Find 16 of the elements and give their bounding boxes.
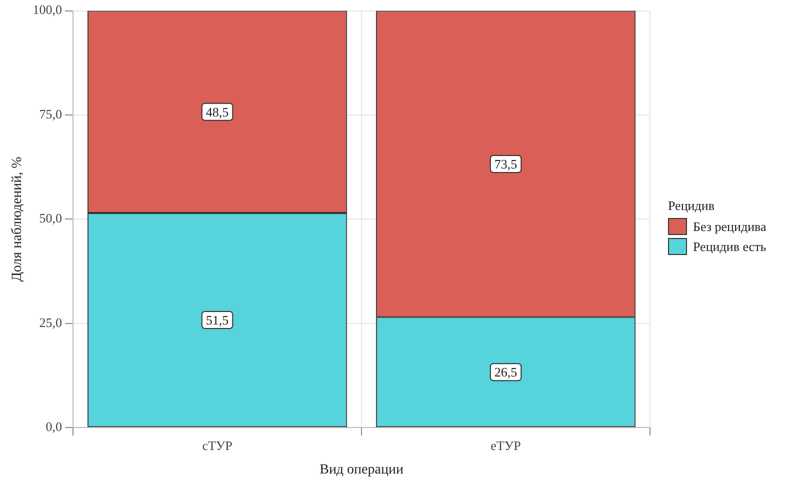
data-label: 51,5 bbox=[206, 312, 229, 328]
data-label: 48,5 bbox=[206, 104, 229, 120]
y-tick-label: 100,0 bbox=[32, 2, 62, 18]
legend-label: Рецидив есть bbox=[693, 238, 766, 254]
text: Без рецидива bbox=[693, 218, 766, 234]
x-tick-label: сТУР bbox=[202, 438, 232, 453]
legend-title: Рецидив bbox=[668, 198, 716, 214]
y-axis-title: Доля наблюдений, % bbox=[10, 156, 26, 282]
data-label: 26,5 bbox=[494, 364, 518, 380]
x-axis-title: Вид операции bbox=[320, 462, 404, 478]
y-tick-label: 25,0 bbox=[39, 314, 62, 330]
x-tick-label: еТУР bbox=[490, 438, 521, 453]
y-tick-label: 0,0 bbox=[46, 419, 62, 434]
y-tick-label: 50,0 bbox=[39, 210, 62, 226]
data-label: 73,5 bbox=[494, 156, 518, 172]
y-tick-label: 75,0 bbox=[39, 106, 62, 122]
